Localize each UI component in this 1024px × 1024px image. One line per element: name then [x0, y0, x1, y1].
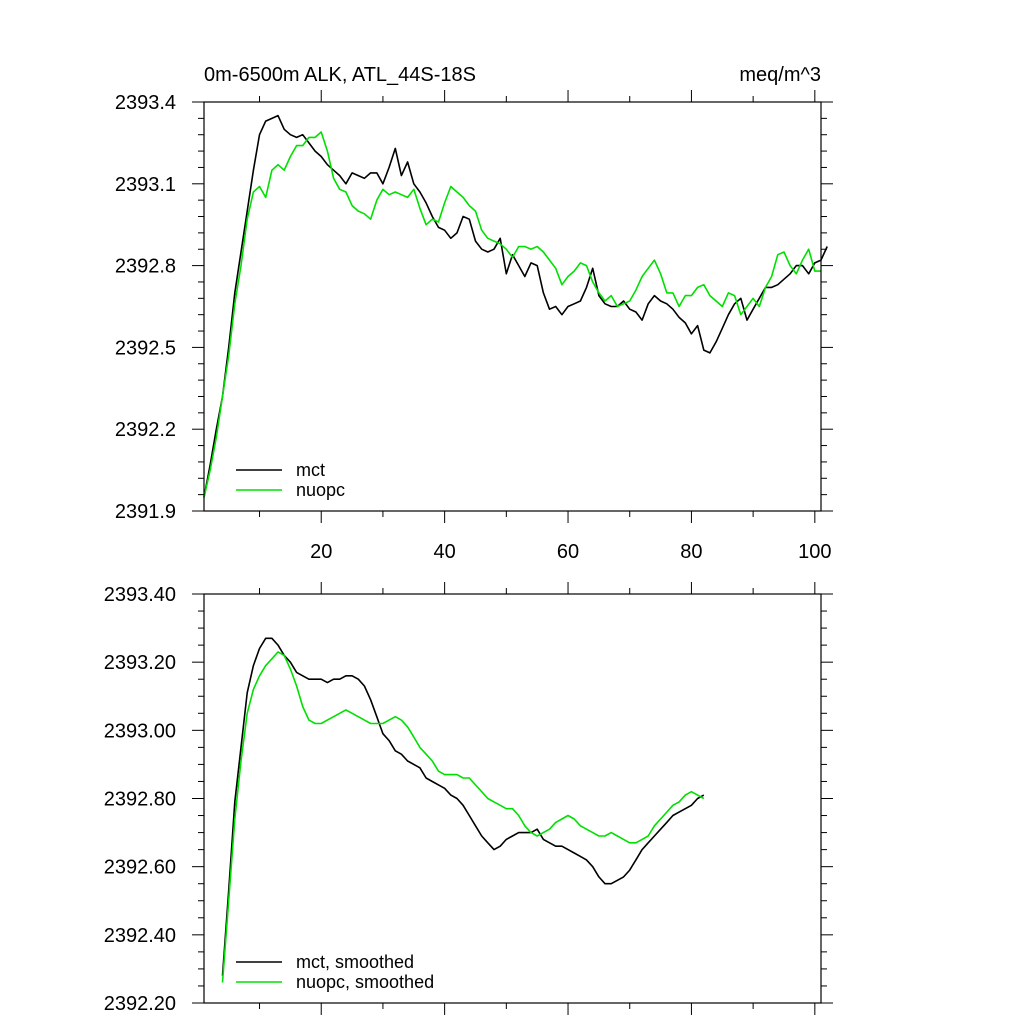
- x-tick-label: 20: [310, 541, 332, 563]
- plot-frame: [203, 593, 822, 1004]
- alkalinity-chart-panel: 0m-6500m ALK, ATL_44S-18S meq/m^3 2391.9…: [115, 64, 833, 563]
- axis-ticks: [192, 582, 833, 1015]
- x-tick-label: 100: [798, 541, 831, 563]
- data-series: [203, 114, 828, 498]
- legend: mct, smoothed nuopc, smoothed: [236, 952, 434, 992]
- x-axis-tick-labels: 20 40 60 80 100: [310, 541, 831, 563]
- y-tick-label: 2392.5: [115, 337, 176, 359]
- y-tick-label: 2393.00: [104, 720, 176, 742]
- y-tick-label: 2392.20: [104, 993, 176, 1015]
- series-line-nuopc-smoothed: [221, 651, 705, 983]
- legend-label-mct-smoothed: mct, smoothed: [296, 952, 414, 972]
- series-line-mct-smoothed: [221, 637, 705, 976]
- y-tick-label: 2393.1: [115, 174, 176, 196]
- x-tick-label: 40: [434, 541, 456, 563]
- data-series: [221, 637, 705, 983]
- legend-label-nuopc-smoothed: nuopc, smoothed: [296, 972, 434, 992]
- series-line-mct: [203, 114, 828, 498]
- y-tick-label: 2392.60: [104, 857, 176, 879]
- y-tick-label: 2392.80: [104, 789, 176, 811]
- y-tick-label: 2393.4: [115, 92, 176, 114]
- chart-title: 0m-6500m ALK, ATL_44S-18S: [204, 64, 476, 86]
- y-axis-tick-labels: 2392.20 2392.40 2392.60 2392.80 2393.00 2393.…: [104, 584, 176, 1015]
- y-tick-label: 2393.20: [104, 652, 176, 674]
- legend-label-nuopc: nuopc: [296, 480, 345, 500]
- legend: mct nuopc: [236, 460, 345, 500]
- x-tick-label: 60: [557, 541, 579, 563]
- y-tick-label: 2391.9: [115, 501, 176, 523]
- y-axis-tick-labels: 2391.9 2392.2 2392.5 2392.8 2393.1 2393.4: [115, 92, 176, 523]
- y-tick-label: 2392.40: [104, 925, 176, 947]
- legend-label-mct: mct: [296, 460, 325, 480]
- y-tick-label: 2392.8: [115, 256, 176, 278]
- y-tick-label: 2393.40: [104, 584, 176, 606]
- smoothed-chart-panel: 2392.20 2392.40 2392.60 2392.80 2393.00 2393.…: [104, 582, 833, 1015]
- plot-frame: [203, 101, 822, 512]
- series-line-nuopc: [203, 131, 821, 498]
- chart-units-label: meq/m^3: [739, 64, 821, 86]
- y-tick-label: 2392.2: [115, 419, 176, 441]
- x-tick-label: 80: [680, 541, 702, 563]
